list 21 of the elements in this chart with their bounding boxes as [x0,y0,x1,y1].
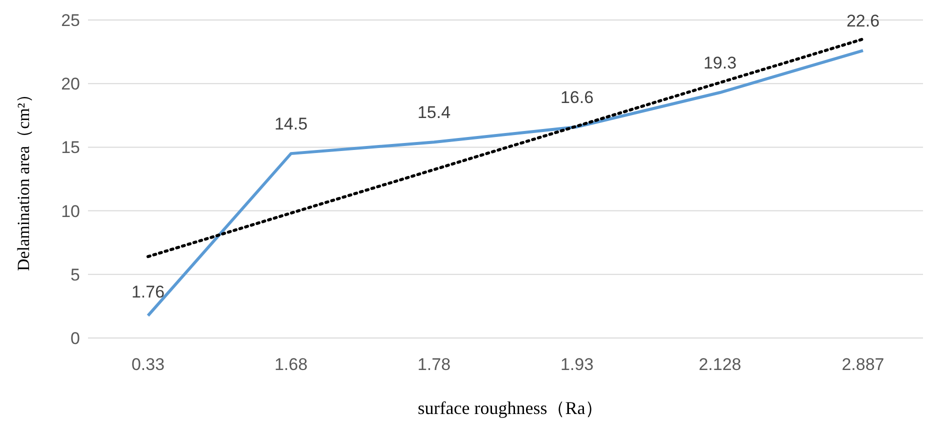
x-tick-label: 1.68 [274,355,308,374]
x-tick-label: 0.33 [131,355,165,374]
y-tick-label: 0 [70,329,80,348]
x-tick-label: 1.93 [560,355,594,374]
x-axis-title: surface roughness（Ra） [416,397,604,420]
data-label: 22.6 [846,12,880,31]
x-tick-label: 2.887 [842,355,884,374]
y-tick-label: 5 [70,265,80,284]
y-tick-label: 15 [61,138,80,158]
y-tick-label: 10 [61,202,80,221]
line-series [146,38,864,258]
y-tick-label: 20 [61,74,80,94]
x-tick-label: 2.128 [698,355,742,374]
y-axis-title: Delamination area（cm²） [12,86,34,270]
data-label: 14.5 [274,114,308,134]
data-label: 1.76 [131,282,165,302]
data-label: 15.4 [417,103,451,122]
data-label: 16.6 [560,88,594,107]
y-tick-label: 25 [61,11,80,30]
data-label: 19.3 [703,54,737,73]
x-tick-label: 1.78 [417,355,451,374]
